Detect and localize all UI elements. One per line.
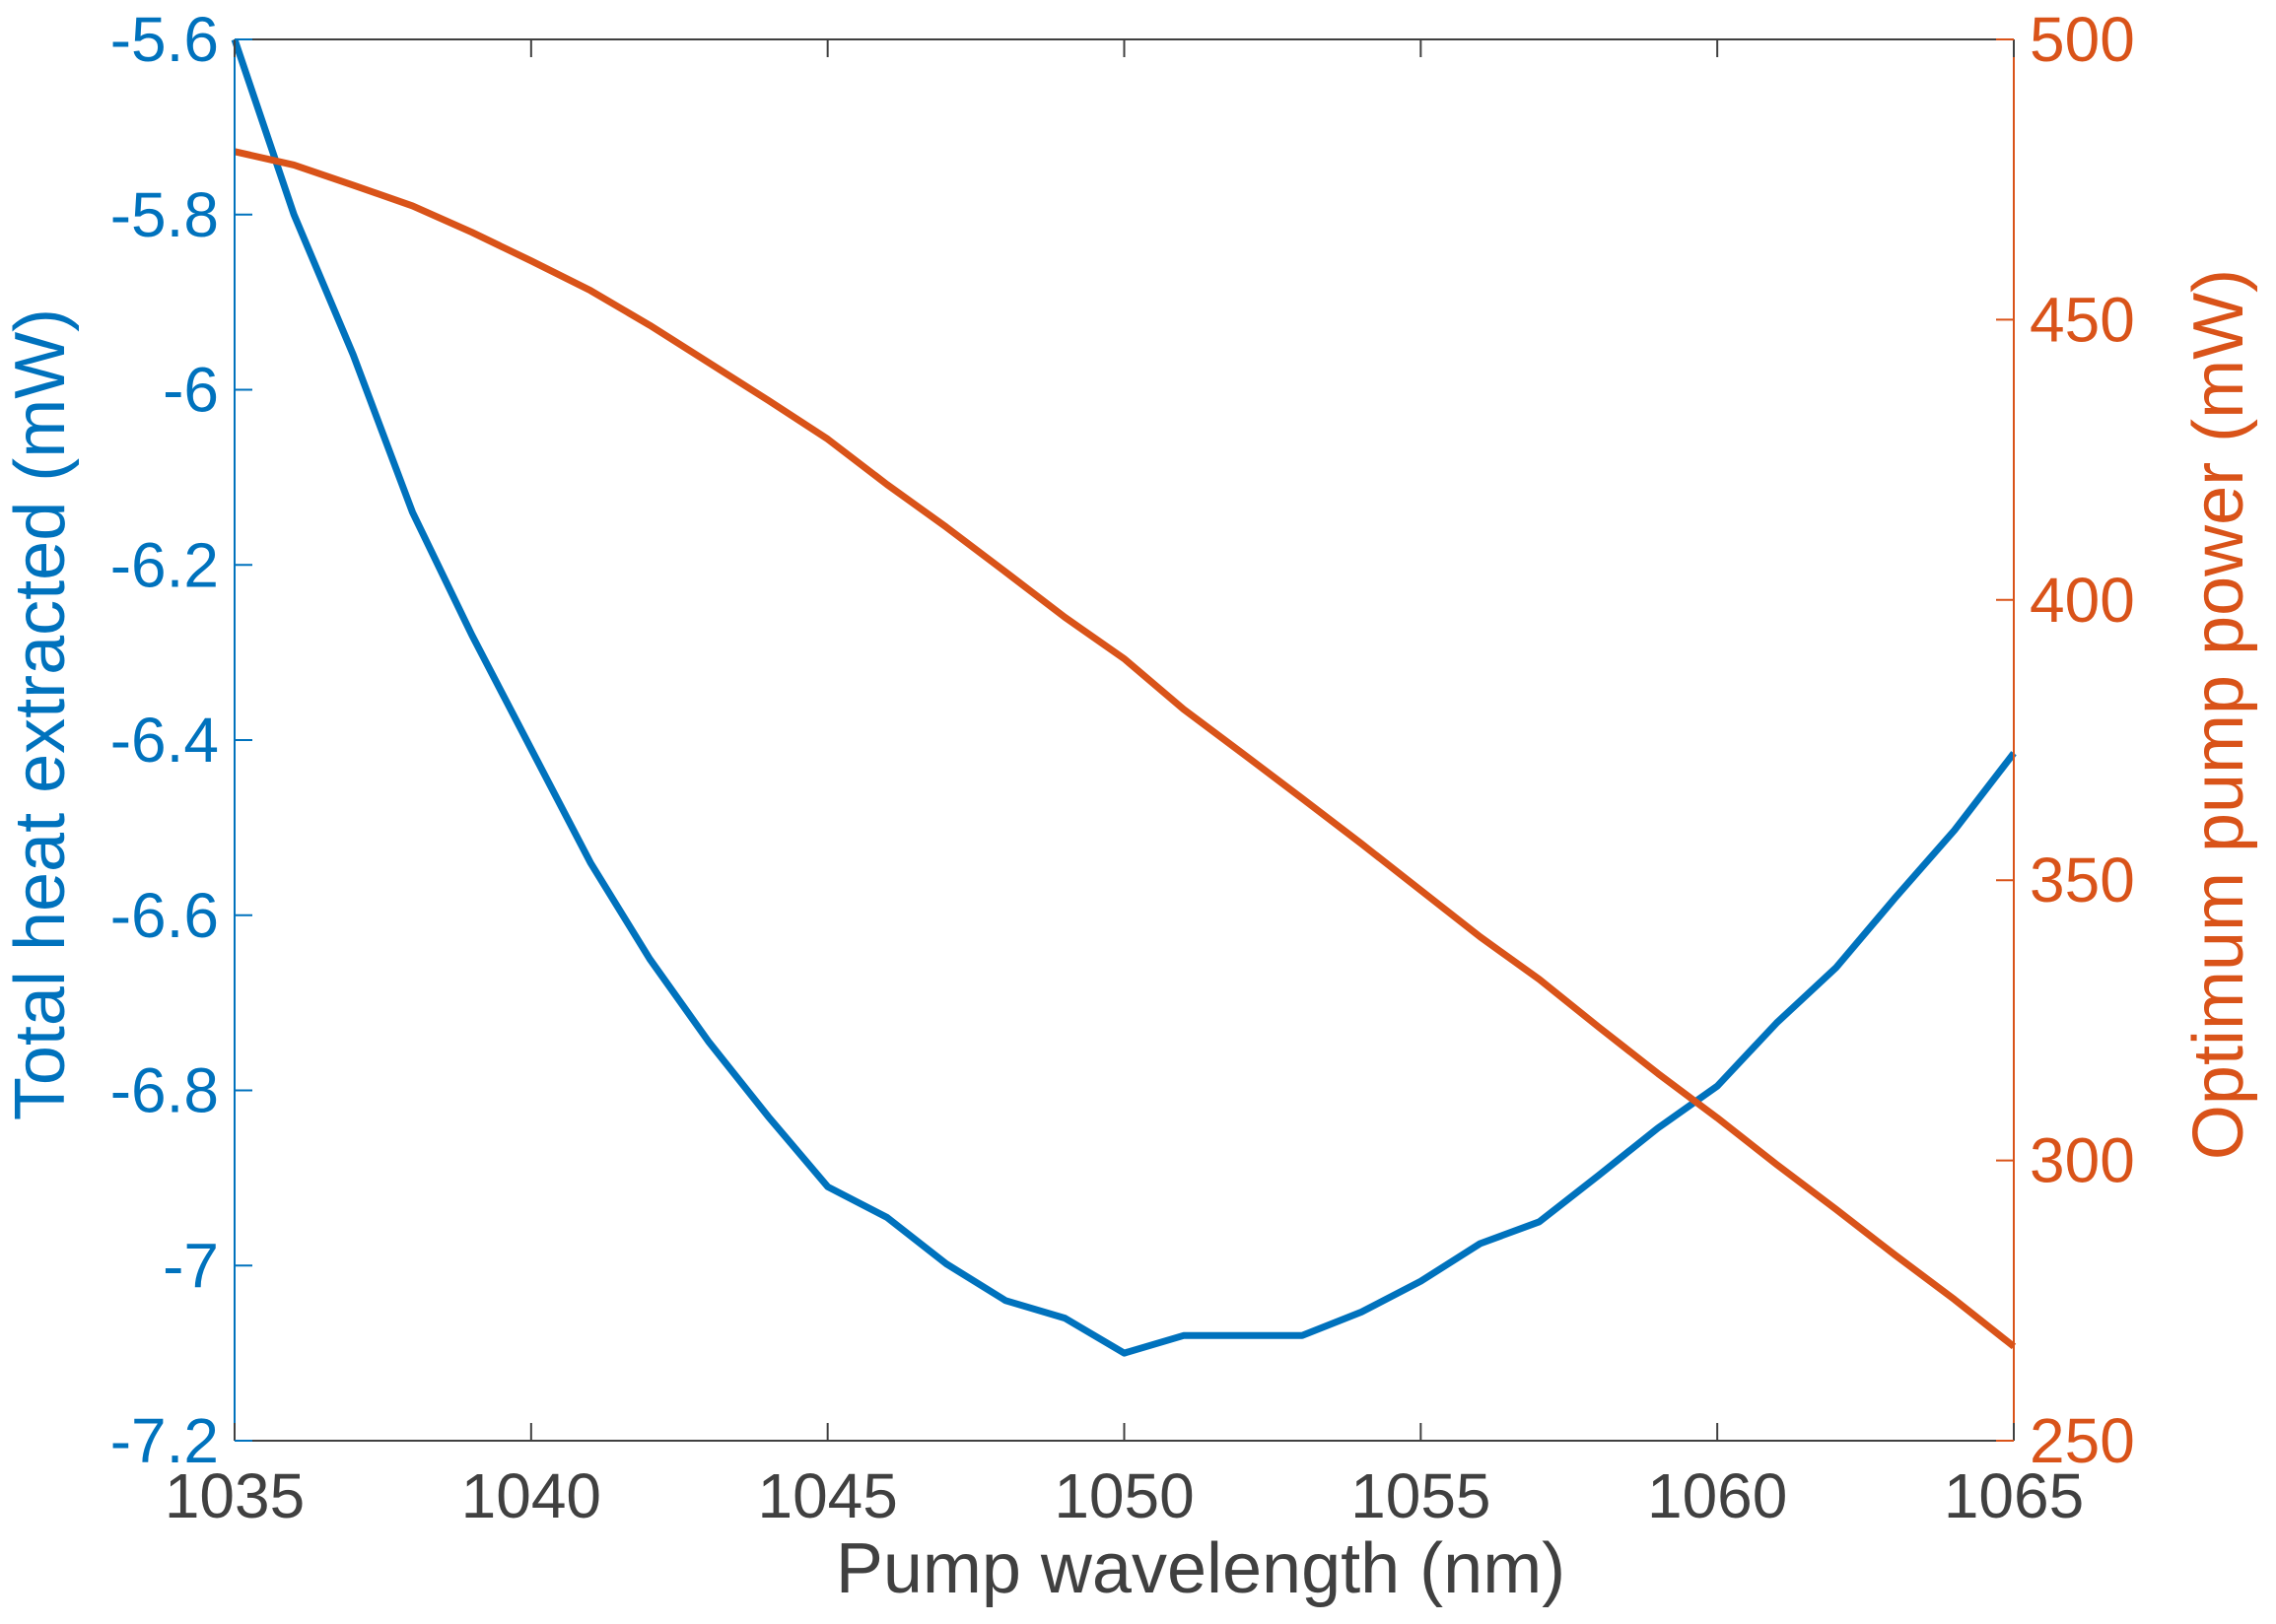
pump-power-line: [234, 148, 2017, 1350]
left-y-tick-label: -7: [163, 1230, 219, 1301]
left-y-tick-label: -5.8: [110, 179, 219, 250]
x-tick-label: 1055: [1350, 1460, 1490, 1531]
right-y-axis-title: Optimum pump power (mW): [2179, 269, 2258, 1160]
x-tick-label: 1065: [1944, 1460, 2084, 1531]
left-y-tick-label: -6: [163, 355, 219, 426]
x-tick-label: 1040: [461, 1460, 601, 1531]
right-y-tick-label: 350: [2030, 845, 2135, 915]
heat-extracted-line: [231, 37, 2017, 1357]
left-y-tick-label: -6.2: [110, 529, 219, 600]
left-y-tick-label: -5.6: [110, 4, 219, 75]
x-axis-title: Pump wavelength (nm): [836, 1529, 1565, 1608]
right-y-tick-label: 450: [2030, 284, 2135, 355]
right-y-tick-label: 300: [2030, 1125, 2135, 1196]
x-tick-label: 1050: [1054, 1460, 1194, 1531]
right-y-tick-label: 250: [2030, 1405, 2135, 1476]
left-y-tick-label: -6.6: [110, 880, 219, 951]
x-tick-label: 1045: [757, 1460, 897, 1531]
axes: 1035 1040 1045 1050 1055 1060 1065 -7.2 -7 -6.8 -6…: [110, 4, 2135, 1531]
plot-area: [231, 37, 2017, 1357]
left-y-tick-label: -6.4: [110, 705, 219, 776]
left-y-axis-title: Total heat extracted (mW): [1, 308, 80, 1120]
right-y-tick-label: 500: [2030, 4, 2135, 75]
x-tick-label: 1060: [1647, 1460, 1787, 1531]
x-tick-label: 1035: [165, 1460, 305, 1531]
left-y-tick-label: -6.8: [110, 1055, 219, 1126]
right-y-tick-label: 400: [2030, 565, 2135, 636]
left-y-tick-label: -7.2: [110, 1405, 219, 1476]
